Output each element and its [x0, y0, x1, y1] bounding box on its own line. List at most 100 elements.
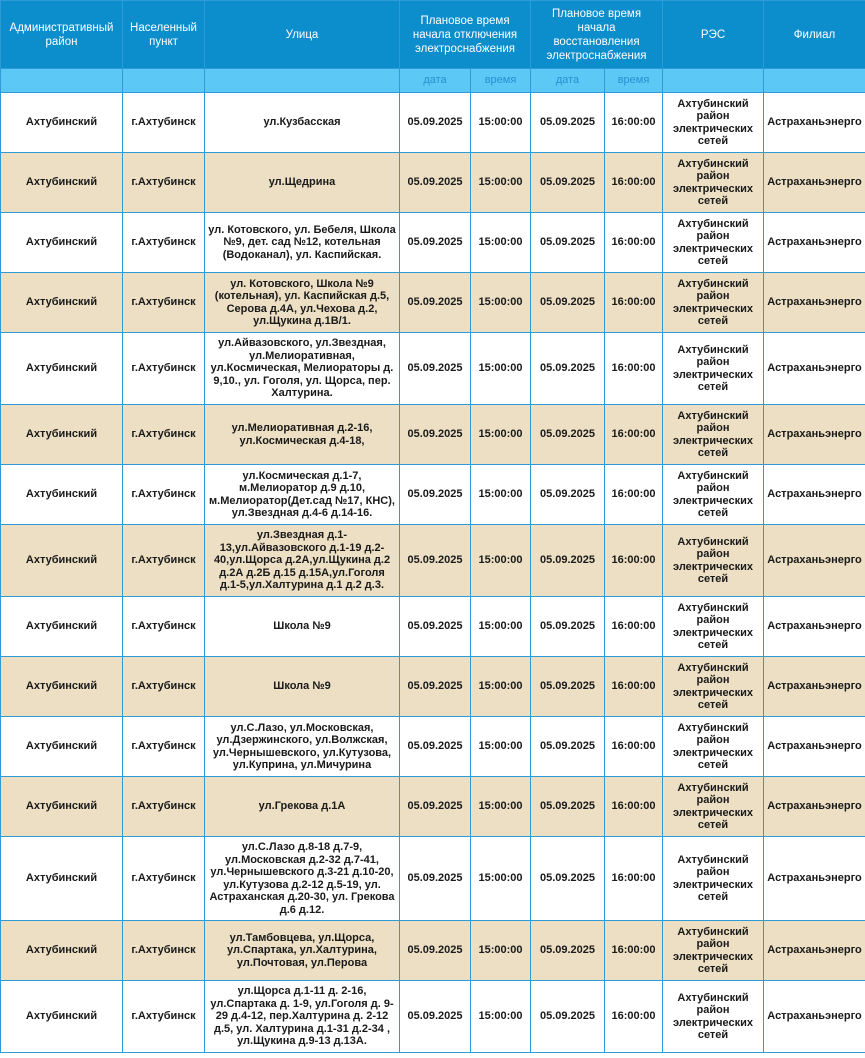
subheader-on-time: время: [603, 68, 664, 93]
cell-locality: г.Ахтубинск: [122, 92, 205, 153]
cell-on-time: 16:00:00: [603, 212, 664, 273]
cell-branch: Астраханьэнерго: [763, 332, 865, 405]
cell-branch: Астраханьэнерго: [763, 152, 865, 213]
col-header-off-time: Плановое время начала отключения электро…: [399, 0, 531, 69]
cell-locality: г.Ахтубинск: [122, 920, 205, 981]
cell-off-date: 05.09.2025: [399, 980, 471, 1053]
cell-on-date: 05.09.2025: [530, 404, 605, 465]
cell-on-date: 05.09.2025: [530, 272, 605, 333]
subheader-row: дата время дата время: [0, 68, 865, 93]
cell-street: ул.Кузбасская: [204, 92, 400, 153]
cell-branch: Астраханьэнерго: [763, 272, 865, 333]
cell-off-time: 15:00:00: [470, 716, 531, 777]
cell-off-date: 05.09.2025: [399, 212, 471, 273]
cell-branch: Астраханьэнерго: [763, 656, 865, 717]
cell-res: Ахтубинский район электрических сетей: [662, 92, 765, 153]
subheader-empty: [0, 68, 123, 93]
cell-off-date: 05.09.2025: [399, 524, 471, 597]
cell-off-time: 15:00:00: [470, 272, 531, 333]
col-header-district: Административный район: [0, 0, 123, 69]
cell-locality: г.Ахтубинск: [122, 656, 205, 717]
cell-on-time: 16:00:00: [603, 272, 664, 333]
cell-street: ул. Котовского, Школа №9 (котельная), ул…: [204, 272, 400, 333]
cell-street: Школа №9: [204, 656, 400, 717]
cell-district: Ахтубинский: [0, 332, 123, 405]
cell-district: Ахтубинский: [0, 212, 123, 273]
col-header-street: Улица: [204, 0, 400, 69]
subheader-empty: [122, 68, 205, 93]
cell-res: Ахтубинский район электрических сетей: [662, 464, 765, 525]
cell-district: Ахтубинский: [0, 716, 123, 777]
cell-locality: г.Ахтубинск: [122, 404, 205, 465]
table-row: Ахтубинский г.Ахтубинск ул.С.Лазо, ул.Моск…: [0, 716, 865, 777]
cell-district: Ахтубинский: [0, 980, 123, 1053]
cell-off-date: 05.09.2025: [399, 464, 471, 525]
cell-on-time: 16:00:00: [603, 980, 664, 1053]
cell-district: Ахтубинский: [0, 776, 123, 837]
cell-district: Ахтубинский: [0, 656, 123, 717]
cell-off-time: 15:00:00: [470, 332, 531, 405]
cell-on-date: 05.09.2025: [530, 524, 605, 597]
cell-on-time: 16:00:00: [603, 464, 664, 525]
table-row: Ахтубинский г.Ахтубинск Школа №9 05.09.2025…: [0, 596, 865, 657]
cell-res: Ахтубинский район электрических сетей: [662, 212, 765, 273]
cell-on-date: 05.09.2025: [530, 152, 605, 213]
cell-off-date: 05.09.2025: [399, 716, 471, 777]
cell-off-date: 05.09.2025: [399, 596, 471, 657]
table-row: Ахтубинский г.Ахтубинск ул.Айвазовского, у…: [0, 332, 865, 405]
cell-branch: Астраханьэнерго: [763, 212, 865, 273]
cell-street: ул.Космическая д.1-7, м.Мелиоратор д.9 д…: [204, 464, 400, 525]
table-row: Ахтубинский г.Ахтубинск ул.Космическая д.1…: [0, 464, 865, 525]
cell-street: ул.Звездная д.1-13,ул.Айвазовского д.1-1…: [204, 524, 400, 597]
cell-locality: г.Ахтубинск: [122, 980, 205, 1053]
cell-locality: г.Ахтубинск: [122, 524, 205, 597]
cell-res: Ахтубинский район электрических сетей: [662, 920, 765, 981]
table-row: Ахтубинский г.Ахтубинск ул. Котовского, ул…: [0, 212, 865, 273]
table-row: Ахтубинский г.Ахтубинск ул. Котовского, Шк…: [0, 272, 865, 333]
cell-district: Ахтубинский: [0, 272, 123, 333]
cell-locality: г.Ахтубинск: [122, 464, 205, 525]
cell-on-time: 16:00:00: [603, 524, 664, 597]
cell-res: Ахтубинский район электрических сетей: [662, 404, 765, 465]
subheader-on-date: дата: [530, 68, 605, 93]
cell-res: Ахтубинский район электрических сетей: [662, 596, 765, 657]
subheader-empty: [204, 68, 400, 93]
cell-on-date: 05.09.2025: [530, 836, 605, 921]
cell-res: Ахтубинский район электрических сетей: [662, 776, 765, 837]
cell-on-time: 16:00:00: [603, 656, 664, 717]
cell-locality: г.Ахтубинск: [122, 596, 205, 657]
table-row: Ахтубинский г.Ахтубинск ул.Щорса д.1-11 д.…: [0, 980, 865, 1053]
cell-street: ул.Щорса д.1-11 д. 2-16, ул.Спартака д. …: [204, 980, 400, 1053]
cell-district: Ахтубинский: [0, 152, 123, 213]
col-header-restore-time: Плановое время начала восстановления эле…: [529, 0, 664, 69]
table-row: Ахтубинский г.Ахтубинск ул.Тамбовцева, ул.…: [0, 920, 865, 981]
cell-branch: Астраханьэнерго: [763, 776, 865, 837]
table-row: Ахтубинский г.Ахтубинск ул.Грекова д.1А 05.…: [0, 776, 865, 837]
cell-branch: Астраханьэнерго: [763, 596, 865, 657]
cell-district: Ахтубинский: [0, 836, 123, 921]
cell-locality: г.Ахтубинск: [122, 716, 205, 777]
cell-off-date: 05.09.2025: [399, 404, 471, 465]
cell-locality: г.Ахтубинск: [122, 776, 205, 837]
cell-on-time: 16:00:00: [603, 152, 664, 213]
cell-branch: Астраханьэнерго: [763, 716, 865, 777]
cell-off-date: 05.09.2025: [399, 920, 471, 981]
cell-district: Ахтубинский: [0, 464, 123, 525]
table-row: Ахтубинский г.Ахтубинск ул.Мелиоративная д…: [0, 404, 865, 465]
cell-off-date: 05.09.2025: [399, 152, 471, 213]
cell-street: ул.С.Лазо, ул.Московская, ул.Дзержинског…: [204, 716, 400, 777]
subheader-empty: [662, 68, 765, 93]
cell-street: ул.С.Лазо д.8-18 д.7-9, ул.Московская д.…: [204, 836, 400, 921]
cell-district: Ахтубинский: [0, 404, 123, 465]
col-header-res: РЭС: [662, 0, 765, 69]
table-row: Ахтубинский г.Ахтубинск ул.Кузбасская 05.09…: [0, 92, 865, 153]
cell-on-date: 05.09.2025: [530, 656, 605, 717]
cell-on-time: 16:00:00: [603, 404, 664, 465]
cell-street: ул.Щедрина: [204, 152, 400, 213]
cell-off-date: 05.09.2025: [399, 656, 471, 717]
cell-district: Ахтубинский: [0, 920, 123, 981]
cell-res: Ахтубинский район электрических сетей: [662, 332, 765, 405]
cell-street: ул.Айвазовского, ул.Звездная, ул.Мелиора…: [204, 332, 400, 405]
cell-off-date: 05.09.2025: [399, 272, 471, 333]
cell-on-date: 05.09.2025: [530, 980, 605, 1053]
